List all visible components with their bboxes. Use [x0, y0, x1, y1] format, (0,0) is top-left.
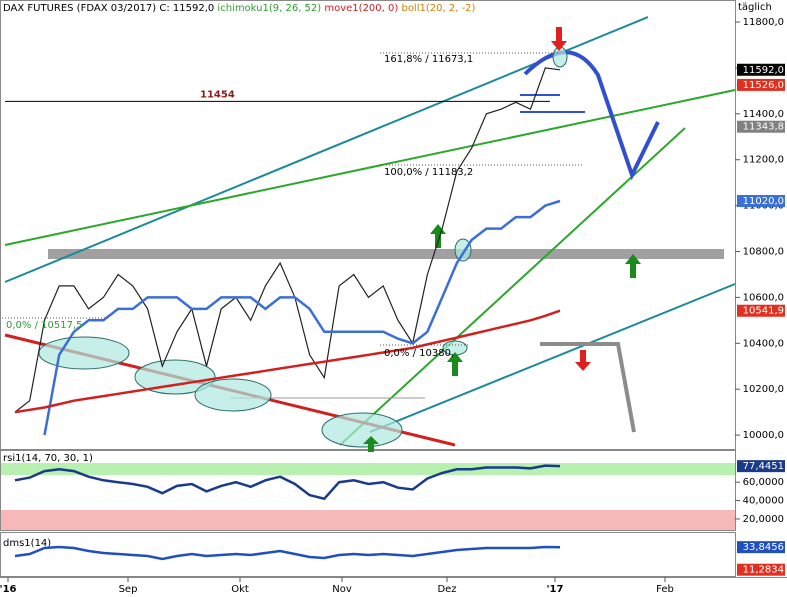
rsi-oversold-zone	[1, 510, 735, 530]
price-tag	[737, 541, 785, 554]
x-tick-label: Dez	[437, 584, 456, 595]
period-label: täglich	[738, 2, 772, 13]
rsi-overbought-zone	[1, 463, 735, 475]
channel-line	[369, 283, 736, 433]
series-line	[14, 464, 561, 501]
fib-label: 0,0% / 10517,5	[6, 320, 82, 331]
ellipse	[134, 359, 216, 395]
panel-title: rsi1(14, 70, 30, 1)	[3, 453, 93, 464]
fib-label: 100,0% / 11183,2	[384, 167, 473, 178]
up-arrow	[447, 352, 463, 376]
x-tick-label: '16	[0, 584, 17, 595]
resistance-zone	[48, 249, 724, 259]
up-arrow	[625, 254, 641, 278]
price-tag-label: 11343,8	[743, 122, 784, 133]
ellipse	[321, 412, 403, 448]
chart-title: DAX FUTURES (FDAX 03/2017) C: 11592,0 ic…	[3, 3, 476, 14]
price-tag-label: 11020,0	[743, 196, 784, 207]
header-text: ichimoku1(9, 26, 52)	[217, 3, 324, 14]
price-tag	[737, 78, 785, 91]
ellipse	[454, 238, 472, 262]
arrows	[363, 27, 641, 452]
price-tag	[737, 195, 785, 208]
x-tick-label: '17	[547, 584, 564, 595]
y-tick-label: 20,0000	[743, 514, 784, 525]
series-line	[14, 309, 561, 414]
price-tag-label: 11592,0	[743, 65, 784, 76]
series-line	[14, 67, 561, 413]
price-tag	[737, 63, 785, 76]
y-tick-label: 10200,0	[743, 384, 784, 395]
header-text: move1(200, 0)	[324, 3, 401, 14]
down-arrow	[551, 27, 567, 51]
fib-label: 161,8% / 11673,1	[384, 54, 473, 65]
series-line	[43, 199, 561, 436]
price-tag-label: 77,4451	[743, 461, 784, 472]
y-tick-label: 40,0000	[743, 496, 784, 507]
forecast-path	[540, 342, 636, 433]
x-tick-label: Sep	[119, 584, 138, 595]
ellipse	[552, 46, 568, 68]
fib-label: 0,0% / 10380,	[384, 348, 454, 359]
x-tick-label: Okt	[231, 584, 249, 595]
price-tag-label: 11,2834	[743, 565, 784, 576]
price-tag	[737, 304, 785, 317]
up-arrow	[363, 436, 379, 452]
ellipse	[38, 336, 130, 370]
y-tick-label: 11800,0	[743, 17, 784, 28]
down-arrow	[575, 350, 591, 371]
price-tag-label: 10541,9	[743, 306, 784, 317]
price-tag-label: 11526,0	[743, 80, 784, 91]
y-tick-label: 10400,0	[743, 338, 784, 349]
y-tick-label: 10800,0	[743, 247, 784, 258]
y-tick-label: 11400,0	[743, 109, 784, 120]
price-tag	[737, 460, 785, 473]
dms-panel	[0, 532, 736, 577]
price-tag-label: 33,8456	[743, 542, 784, 553]
x-tick-label: Feb	[656, 584, 674, 595]
support-line	[339, 127, 686, 446]
header-text: boll1(20, 2, -2)	[401, 3, 475, 14]
y-tick-label: 10600,0	[743, 292, 784, 303]
header-text: DAX FUTURES (FDAX 03/2017) C: 11592,0	[3, 3, 217, 14]
price-tag	[737, 120, 785, 133]
x-tick-label: Nov	[332, 584, 352, 595]
y-tick-label: 11200,0	[743, 155, 784, 166]
level-label: 11454	[200, 89, 235, 100]
ellipse	[194, 378, 272, 412]
forecast-path	[523, 50, 660, 181]
price-tag	[737, 563, 785, 576]
series-line	[14, 545, 561, 561]
y-tick-label: 10000,0	[743, 430, 784, 441]
y-tick-label: 60,0000	[743, 477, 784, 488]
panel-title: dms1(14)	[3, 538, 51, 549]
